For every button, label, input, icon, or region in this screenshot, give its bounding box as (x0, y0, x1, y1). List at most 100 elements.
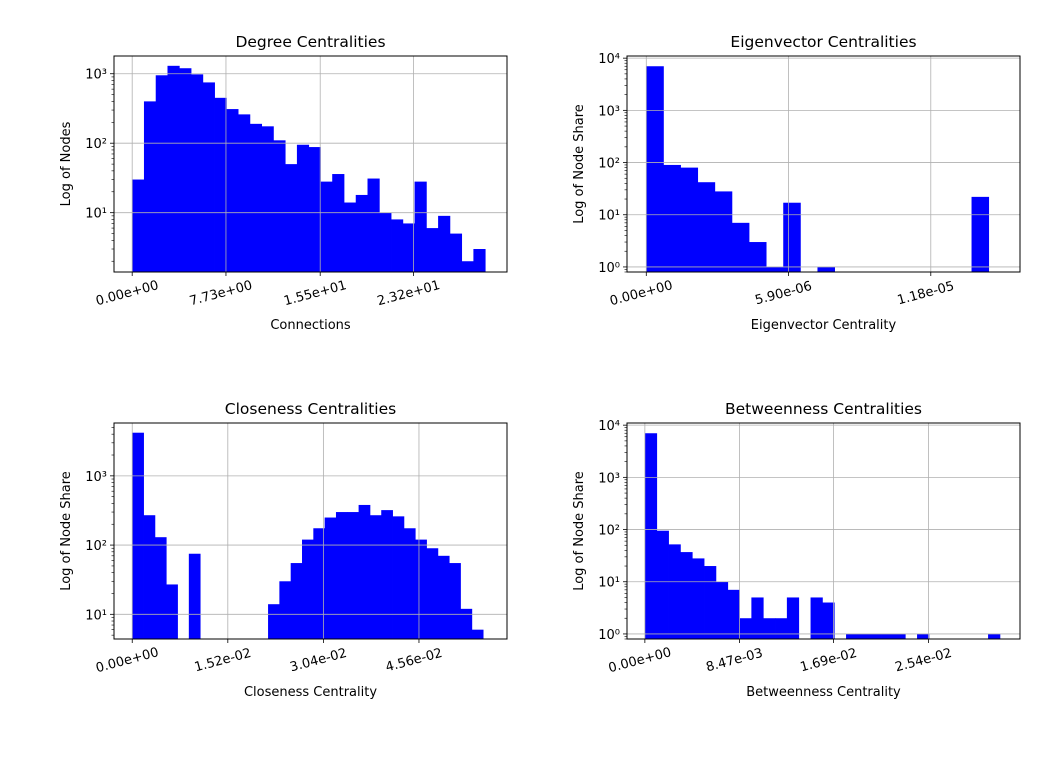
bar (646, 66, 664, 272)
bar (810, 597, 823, 639)
bar (238, 114, 251, 272)
x-tick-label: 8.47e-03 (704, 646, 764, 676)
x-tick-label: 5.90e-06 (754, 279, 814, 309)
x-axis-label: Betweenness Centrality (746, 685, 901, 700)
bar (869, 633, 882, 639)
bar (680, 167, 699, 272)
chart-panel-3: 0.00e+00 8.47e-03 1.69e-02 2.54e-02 10⁰ 10¹ 10… (572, 400, 1021, 700)
bar (775, 618, 788, 639)
bar (167, 65, 180, 273)
bar (426, 548, 439, 639)
x-tick-label: 0.00e+00 (607, 645, 673, 676)
bar (335, 512, 348, 639)
bar (917, 633, 930, 639)
bar (261, 126, 274, 272)
bar (680, 552, 693, 639)
y-axis-label: Log of Node Share (59, 471, 74, 591)
chart-title: Degree Centralities (235, 33, 385, 51)
bar (367, 178, 380, 272)
x-axis-label: Connections (270, 318, 351, 333)
y-minor-ticks (624, 427, 627, 640)
bar (179, 68, 192, 273)
bar (381, 510, 393, 639)
bars (132, 432, 484, 639)
grid (114, 423, 507, 639)
y-tick-label: 10³ (85, 68, 107, 83)
bar (763, 618, 776, 639)
y-tick-label: 10¹ (85, 608, 107, 623)
y-minor-ticks (111, 76, 114, 262)
y-tick-label: 10¹ (598, 576, 620, 591)
bar (766, 266, 784, 272)
x-tick-label: 3.04e-02 (288, 646, 348, 676)
y-minor-ticks (624, 60, 627, 273)
y-axis-label: Log of Node Share (572, 471, 587, 591)
bar (668, 544, 681, 639)
y-tick-label: 10¹ (598, 209, 620, 224)
chart-panel-2: 0.00e+00 1.52e-02 3.04e-02 4.56e-02 10¹ 10² 10… (59, 400, 508, 700)
bar (358, 504, 371, 639)
chart-title: Eigenvector Centralities (730, 33, 916, 51)
bar (473, 249, 486, 272)
y-tick-label: 10² (85, 539, 107, 554)
bar (290, 563, 303, 639)
x-tick-label: 1.52e-02 (193, 646, 253, 676)
bar (656, 530, 669, 639)
bar (188, 553, 201, 639)
grid (627, 56, 1020, 272)
bar (461, 261, 474, 272)
x-axis-label: Eigenvector Centrality (751, 318, 897, 333)
x-tick-label: 2.54e-02 (893, 646, 953, 676)
y-tick-label: 10³ (598, 471, 620, 486)
bar (324, 517, 337, 639)
bar (402, 223, 415, 272)
bars (132, 65, 486, 273)
bar (332, 174, 345, 272)
bar (748, 242, 767, 272)
bars (646, 66, 990, 272)
y-axis-label: Log of Node Share (572, 104, 587, 224)
y-tick-label: 10⁴ (598, 419, 620, 434)
y-tick-label: 10⁰ (598, 628, 620, 643)
bar (697, 182, 716, 272)
bar (249, 123, 263, 273)
bar (786, 597, 800, 639)
chart-title: Betweenness Centralities (725, 400, 922, 418)
bar (715, 581, 729, 639)
bar (881, 633, 894, 639)
bar (893, 633, 906, 639)
y-minor-ticks (111, 427, 114, 636)
bar (154, 537, 167, 639)
grid (627, 423, 1020, 639)
bar (437, 555, 450, 639)
bar (379, 212, 392, 272)
bar (313, 528, 326, 639)
y-tick-label: 10¹ (85, 207, 107, 222)
y-tick-label: 10² (85, 137, 107, 152)
x-tick-label: 7.73e+00 (188, 278, 254, 309)
bar (273, 140, 286, 272)
bar (471, 629, 484, 639)
y-tick-label: 10³ (85, 470, 107, 485)
bar (857, 633, 871, 639)
bar (285, 164, 298, 272)
bar (268, 604, 280, 639)
bar (308, 147, 321, 272)
bar (132, 179, 145, 272)
x-tick-label: 1.18e-05 (896, 279, 956, 309)
bar (343, 202, 357, 272)
bar (143, 515, 156, 639)
x-tick-label: 1.55e+01 (282, 278, 348, 309)
bars (644, 433, 1001, 639)
bar (320, 181, 333, 272)
y-tick-label: 10³ (598, 104, 620, 119)
bar (191, 74, 204, 272)
bar (751, 597, 764, 639)
x-tick-label: 1.69e-02 (799, 646, 859, 676)
bar (226, 109, 239, 272)
bar (727, 589, 740, 639)
bar (143, 101, 157, 272)
bar (449, 233, 463, 272)
bar (438, 215, 451, 272)
x-tick-label: 0.00e+00 (94, 278, 160, 309)
